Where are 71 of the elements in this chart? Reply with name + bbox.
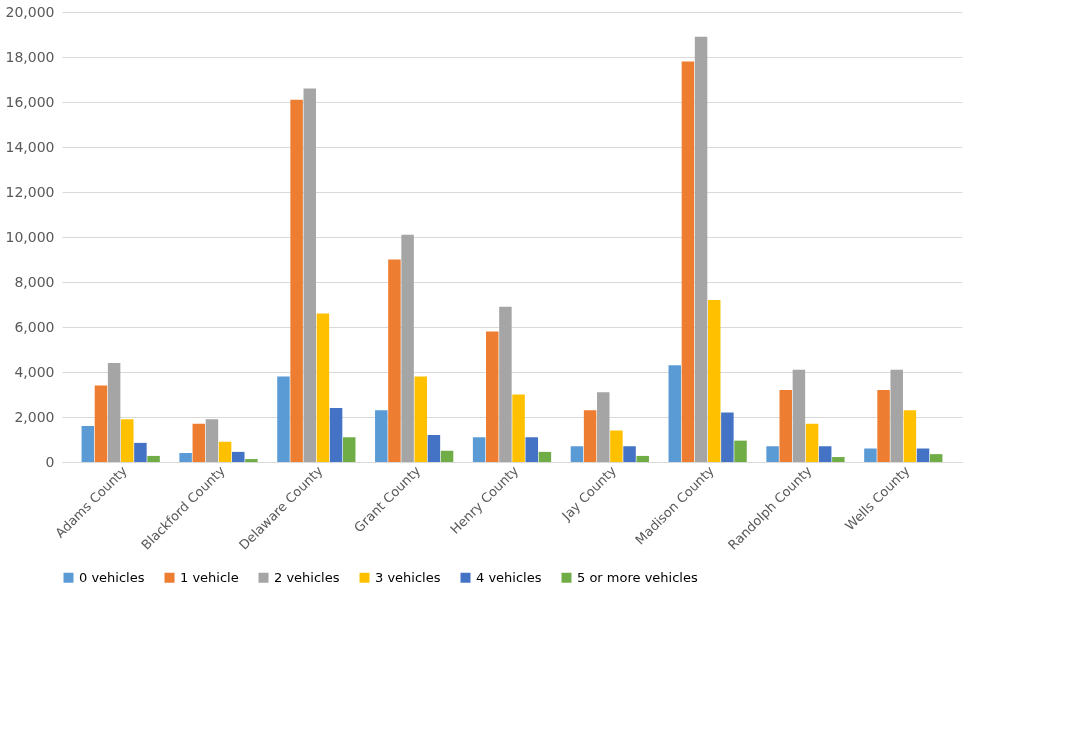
bar [147,455,160,462]
bar [707,300,721,462]
bar [440,450,454,462]
bar [329,408,343,462]
y-tick-label: 20,000 [5,3,55,20]
bar [427,435,441,462]
legend-label: 0 vehicles [79,569,145,585]
y-tick-label: 0 [45,453,55,470]
y-tick-label: 2,000 [14,408,55,425]
bar [179,453,192,462]
bar [486,331,499,462]
legend-label: 3 vehicles [375,569,441,585]
bar [107,363,121,462]
bar [134,442,147,462]
bar [218,441,232,462]
y-tick-label: 18,000 [5,48,55,65]
bar [890,369,903,462]
y-tick-label: 12,000 [5,183,55,200]
bar [721,412,734,462]
bar [597,392,610,462]
bar [245,459,258,462]
bar [583,410,597,462]
bar [205,419,219,462]
y-tick-label: 14,000 [5,138,55,155]
bar [342,437,356,462]
bar [81,426,95,462]
bar [877,390,890,462]
legend-label: 5 or more vehicles [577,569,698,585]
legend-label: 4 vehicles [476,569,542,585]
bar [290,99,303,462]
bar [232,451,245,462]
bar [316,313,330,462]
bar [375,410,388,462]
bar [694,36,708,462]
bar [121,419,134,462]
bar [277,376,290,462]
bar [538,451,552,462]
bar [192,423,206,462]
bar [94,385,108,462]
bar [401,234,414,462]
bar [916,448,930,462]
bar [512,394,525,462]
bar [472,437,486,462]
bar [681,61,695,462]
bar [779,390,792,462]
bar [610,430,623,462]
y-tick-label: 16,000 [5,93,55,110]
bar [388,259,401,462]
bar [499,306,512,462]
bar [570,446,584,462]
bar [864,448,877,462]
bar [525,437,538,462]
bar [792,369,806,462]
bar [734,440,747,462]
bar [805,423,819,462]
y-tick-label: 8,000 [14,273,55,290]
y-tick-label: 6,000 [14,318,55,335]
bar [903,410,917,462]
bar [623,446,636,462]
bar [303,88,317,462]
bar [818,446,832,462]
bar [832,457,845,462]
bar [414,376,427,462]
legend-label: 1 vehicle [180,569,239,585]
y-tick-label: 10,000 [5,228,55,245]
bar [668,365,682,462]
bar [929,454,943,462]
y-tick-label: 4,000 [14,363,55,380]
legend-label: 2 vehicles [274,569,340,585]
bar [766,446,779,462]
bar [636,455,649,462]
